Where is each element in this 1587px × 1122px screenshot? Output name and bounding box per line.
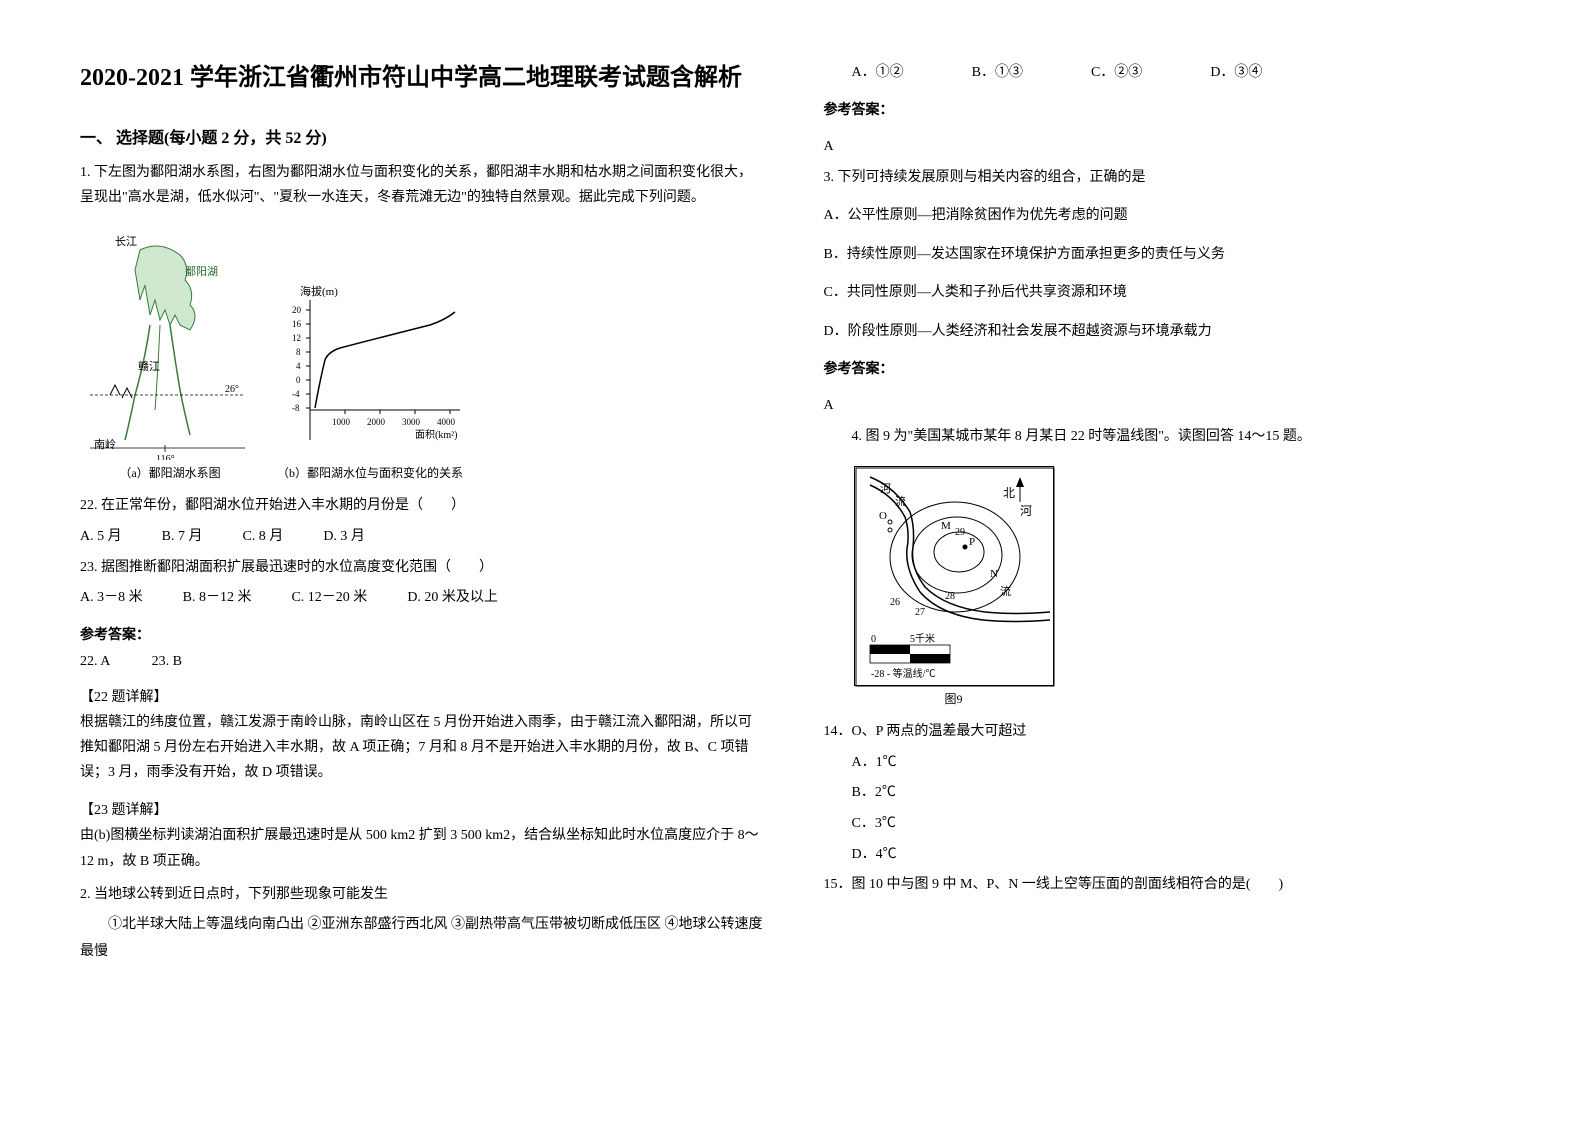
map-svg: 长江 鄱阳湖 赣江 南岭 26° 116°: [80, 230, 260, 460]
opt-a: A. 5 月: [80, 524, 122, 551]
figure9: 河 河 流 北 O M P N 流 26 27 28 29 0 5千米 -28 …: [854, 466, 1054, 686]
svg-text:-8: -8: [292, 403, 300, 413]
section-header: 一、 选择题(每小题 2 分，共 52 分): [80, 124, 764, 148]
isotherm-svg: 河 河 流 北 O M P N 流 26 27 28 29 0 5千米 -28 …: [855, 467, 1055, 687]
label-lon: 116°: [156, 454, 175, 460]
q2-items: ①北半球大陆上等温线向南凸出 ②亚洲东部盛行西北风 ③副热带高气压带被切断成低压…: [80, 912, 764, 965]
svg-text:流: 流: [895, 494, 906, 508]
opt-c: C. 12－20 米: [291, 585, 367, 612]
q3-a: A．公平性原则—把消除贫困作为优先考虑的问题: [824, 203, 1508, 230]
svg-text:5千米: 5千米: [910, 632, 935, 645]
opt-c: C．②③: [1063, 60, 1142, 87]
svg-text:27: 27: [915, 607, 925, 618]
figure-b-caption: （b）鄱阳湖水位与面积变化的关系: [270, 464, 470, 481]
svg-text:河: 河: [1020, 504, 1032, 518]
explain23: 由(b)图横坐标判读湖泊面积扩展最迅速时是从 500 km2 扩到 3 500 …: [80, 823, 764, 873]
q4-sub14: 14．O、P 两点的温差最大可超过: [824, 719, 1508, 746]
q3-answer: A: [824, 398, 1508, 414]
q4-14c: C．3℃: [824, 811, 1508, 838]
left-column: 2020-2021 学年浙江省衢州市符山中学高二地理联考试题含解析 一、 选择题…: [80, 60, 764, 1062]
answer-label: 参考答案：: [80, 624, 764, 644]
q4-sub15: 15．图 10 中与图 9 中 M、P、N 一线上空等压面的剖面线相符合的是( …: [824, 872, 1508, 899]
svg-text:P: P: [969, 536, 975, 548]
q1-sub23-opts: A. 3－8 米 B. 8－12 米 C. 12－20 米 D. 20 米及以上: [80, 585, 764, 612]
svg-text:北: 北: [1003, 486, 1015, 500]
svg-text:4: 4: [296, 361, 301, 371]
label-nanling: 南岭: [94, 437, 116, 451]
q1-sub23: 23. 据图推断鄱阳湖面积扩展最迅速时的水位高度变化范围（ ）: [80, 555, 764, 582]
svg-text:8: 8: [296, 347, 301, 357]
opt-d: D. 20 米及以上: [407, 585, 498, 612]
q3-stem: 3. 下列可持续发展原则与相关内容的组合，正确的是: [824, 165, 1508, 192]
svg-text:流: 流: [1000, 584, 1011, 598]
svg-text:28: 28: [945, 591, 955, 602]
q1-sub22-opts: A. 5 月 B. 7 月 C. 8 月 D. 3 月: [80, 524, 764, 551]
svg-text:N: N: [990, 568, 998, 580]
explain22: 根据赣江的纬度位置，赣江发源于南岭山脉，南岭山区在 5 月份开始进入雨季，由于赣…: [80, 710, 764, 786]
opt-b: B. 8－12 米: [183, 585, 252, 612]
svg-text:2000: 2000: [367, 417, 386, 427]
page-title: 2020-2021 学年浙江省衢州市符山中学高二地理联考试题含解析: [80, 60, 764, 96]
svg-text:4000: 4000: [437, 417, 456, 427]
opt-a: A. 3－8 米: [80, 585, 143, 612]
q1-intro: 1. 下左图为鄱阳湖水系图，右图为鄱阳湖水位与面积变化的关系，鄱阳湖丰水期和枯水…: [80, 160, 764, 210]
svg-text:20: 20: [292, 305, 302, 315]
svg-text:M: M: [941, 520, 951, 532]
q1-sub22: 22. 在正常年份，鄱阳湖水位开始进入丰水期的月份是（ ）: [80, 493, 764, 520]
figure9-caption: 图9: [854, 690, 1054, 707]
q2-answer: A: [824, 139, 1508, 155]
opt-a: A．①②: [824, 60, 904, 87]
figure-b-wrapper: 20 16 12 8 4 0 -4 -8 1000 2000 3000 4000: [270, 280, 470, 481]
ylabel: 海拔(m): [300, 284, 338, 298]
figure-a-caption: （a）鄱阳湖水系图: [80, 464, 260, 481]
q3-b: B．持续性原则—发达国家在环境保护方面承担更多的责任与义务: [824, 242, 1508, 269]
svg-text:河: 河: [880, 482, 891, 495]
q1-answer: 22. A 23. B: [80, 650, 764, 670]
svg-text:29: 29: [955, 527, 965, 538]
xlabel: 面积(km²): [415, 429, 457, 441]
answer-label: 参考答案：: [824, 99, 1508, 119]
q1-figures: 长江 鄱阳湖 赣江 南岭 26° 116° （a）鄱阳湖水系图 20: [80, 230, 764, 481]
svg-text:26: 26: [890, 597, 900, 608]
q4-14a: A．1℃: [824, 750, 1508, 777]
opt-b: B. 7 月: [162, 524, 203, 551]
figure9-wrapper: 河 河 流 北 O M P N 流 26 27 28 29 0 5千米 -28 …: [854, 466, 1054, 707]
opt-c: C. 8 月: [242, 524, 283, 551]
svg-text:1000: 1000: [332, 417, 351, 427]
explain23-h: 【23 题详解】: [80, 799, 764, 819]
svg-text:16: 16: [292, 319, 302, 329]
figure-a-wrapper: 长江 鄱阳湖 赣江 南岭 26° 116° （a）鄱阳湖水系图: [80, 230, 260, 481]
opt-d: D. 3 月: [323, 524, 365, 551]
chart-svg: 20 16 12 8 4 0 -4 -8 1000 2000 3000 4000: [270, 280, 470, 460]
opt-b: B．①③: [944, 60, 1023, 87]
opt-d: D．③④: [1182, 60, 1262, 87]
q3-d: D．阶段性原则—人类经济和社会发展不超越资源与环境承载力: [824, 319, 1508, 346]
q2-stem: 2. 当地球公转到近日点时，下列那些现象可能发生: [80, 882, 764, 909]
answer-label: 参考答案：: [824, 358, 1508, 378]
svg-text:3000: 3000: [402, 417, 421, 427]
label-lat: 26°: [225, 384, 239, 395]
svg-text:0: 0: [296, 375, 301, 385]
explain22-h: 【22 题详解】: [80, 686, 764, 706]
svg-text:O: O: [879, 510, 887, 522]
label-poyanghu: 鄱阳湖: [185, 265, 218, 278]
svg-text:-4: -4: [292, 389, 300, 399]
q3-c: C．共同性原则—人类和子孙后代共享资源和环境: [824, 280, 1508, 307]
svg-text:12: 12: [292, 333, 301, 343]
q2-opts: A．①② B．①③ C．②③ D．③④: [824, 60, 1508, 87]
figure-b: 20 16 12 8 4 0 -4 -8 1000 2000 3000 4000: [270, 280, 470, 460]
svg-text:0: 0: [871, 634, 876, 645]
q4-intro: 4. 图 9 为"美国某城市某年 8 月某日 22 时等温线图"。读图回答 14…: [824, 424, 1508, 451]
right-column: A．①② B．①③ C．②③ D．③④ 参考答案： A 3. 下列可持续发展原则…: [824, 60, 1508, 1062]
q4-14d: D．4℃: [824, 842, 1508, 869]
label-ganjiang: 赣江: [138, 359, 160, 373]
figure-a: 长江 鄱阳湖 赣江 南岭 26° 116°: [80, 230, 260, 460]
label-changjiang: 长江: [115, 235, 137, 248]
q4-14b: B．2℃: [824, 780, 1508, 807]
svg-text:-28 - 等温线/℃: -28 - 等温线/℃: [871, 667, 935, 680]
